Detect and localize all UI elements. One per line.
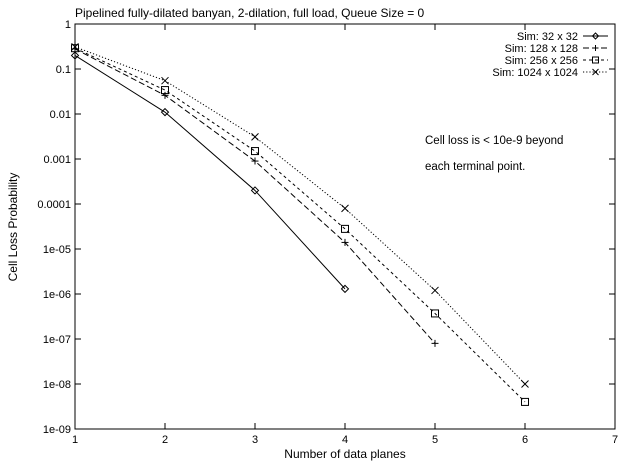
data-point-diamond: [70, 51, 80, 60]
data-point-cross: [592, 68, 599, 76]
series-line-2: [74, 48, 436, 344]
y-tick-label: 0.001: [43, 154, 71, 166]
series-markers: [70, 43, 529, 406]
x-tick-label: 3: [252, 434, 258, 446]
data-point-plus: [341, 238, 349, 246]
data-point-square: [161, 86, 169, 95]
cross-b: [592, 68, 599, 76]
x-tick-label: 4: [342, 434, 348, 446]
y-tick-label: 0.1: [56, 64, 71, 76]
x-tick-label: 7: [612, 434, 618, 446]
data-point-cross: [341, 204, 349, 213]
x-tick-label: 5: [432, 434, 438, 446]
y-tick-label: 1e-07: [43, 334, 71, 346]
series-lines: [74, 46, 526, 403]
y-tick-label: 0.0001: [37, 199, 71, 211]
cross-b: [521, 380, 529, 388]
data-point-plus: [251, 157, 259, 165]
annotation-line-1: Cell loss is < 10e-9 beyond: [425, 135, 563, 147]
y-axis-label: Cell Loss Probability: [6, 173, 20, 282]
data-point-diamond: [160, 107, 170, 117]
plot-frame: [74, 23, 616, 430]
cross-b: [251, 133, 259, 141]
legend-label-3: Sim: 256 x 256: [505, 55, 578, 67]
data-point-plus: [161, 91, 169, 99]
y-tick-label: 1e-08: [43, 379, 71, 391]
data-point-cross: [521, 380, 529, 388]
y-tick-label: 1e-09: [43, 424, 71, 436]
y-tick-label: 1e-05: [43, 244, 71, 256]
legend-label-4: Sim: 1024 x 1024: [492, 67, 578, 79]
cross-b: [161, 76, 169, 85]
series-line-3: [74, 47, 526, 403]
cross-b: [341, 204, 349, 213]
y-tick-label: 0.01: [50, 109, 71, 121]
x-tick-label: 2: [162, 434, 168, 446]
legend-label-2: Sim: 128 x 128: [505, 43, 578, 55]
data-point-plus: [431, 339, 439, 347]
chart-title: Pipelined fully-dilated banyan, 2-dilati…: [75, 6, 425, 20]
data-point-diamond: [591, 32, 600, 40]
data-point-square: [341, 224, 349, 233]
annotation-line-2: each terminal point.: [425, 161, 525, 173]
series-line-1: [74, 55, 346, 290]
legend-label-1: Sim: 32 x 32: [517, 31, 578, 43]
data-point-square: [521, 397, 529, 406]
data-point-cross: [161, 76, 169, 85]
axis-ticks: 1 2 3 4 5 6 7 1 0.1 0.01 0.001 0.0001 1e-05 1e-06 1e-0…: [37, 19, 618, 446]
y-tick-label: 1: [65, 19, 71, 31]
data-point-square: [71, 44, 79, 53]
cross-b: [431, 286, 439, 295]
data-point-cross: [251, 133, 259, 141]
annotation: Cell loss is < 10e-9 beyond each termina…: [425, 135, 563, 173]
data-point-plus: [592, 45, 599, 51]
data-point-square: [251, 147, 259, 156]
data-point-cross: [431, 286, 439, 295]
series-line-4: [74, 46, 526, 385]
data-point-square: [431, 309, 439, 318]
x-tick-label: 6: [522, 434, 528, 446]
data-point-diamond: [250, 186, 260, 195]
data-point-diamond: [340, 284, 350, 294]
y-tick-label: 1e-06: [43, 289, 71, 301]
x-tick-label: 1: [72, 434, 78, 446]
data-point-square: [592, 56, 599, 64]
data-point-cross: [71, 43, 79, 51]
cross-b: [71, 43, 79, 51]
x-axis-label: Number of data planes: [284, 447, 405, 461]
